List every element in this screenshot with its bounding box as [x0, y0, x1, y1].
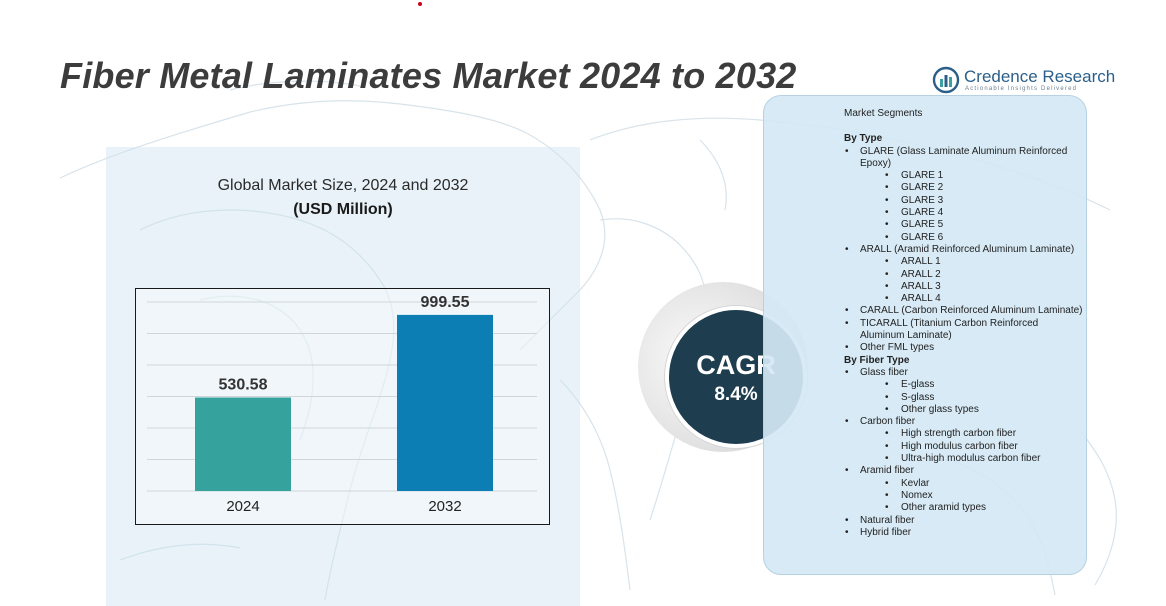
segment-group-title: By Fiber Type — [844, 354, 910, 366]
segment-item: TICARALL (Titanium Carbon Reinforced Alu… — [844, 318, 1084, 343]
segment-subitem: Other aramid types — [844, 502, 1084, 515]
segment-subitem: S-glass — [844, 392, 1084, 405]
logo: Credence Research Actionable Insights De… — [932, 66, 1117, 98]
segment-item: Aramid fiber — [844, 465, 1084, 478]
logo-tagline: Actionable Insights Delivered — [965, 86, 1078, 92]
bar-2032 — [397, 314, 493, 491]
segment-item: Natural fiber — [844, 515, 1084, 528]
bar-2024 — [195, 397, 291, 491]
category-label-2024: 2024 — [226, 498, 259, 515]
segment-subitem: GLARE 1 — [844, 170, 1084, 183]
credence-logo-icon — [932, 66, 960, 94]
bar-chart: 530.58 2024 999.55 2032 — [135, 288, 550, 525]
segment-subitem: GLARE 2 — [844, 182, 1084, 195]
segment-subitem: Kevlar — [844, 478, 1084, 491]
chart-panel — [106, 147, 580, 606]
segment-subitem: Ultra-high modulus carbon fiber — [844, 453, 1084, 466]
category-label-2032: 2032 — [428, 498, 461, 515]
segment-subitem: ARALL 4 — [844, 293, 1084, 306]
cagr-value: 8.4% — [714, 384, 758, 405]
segment-subitem: High modulus carbon fiber — [844, 441, 1084, 454]
segment-subitem: Other glass types — [844, 404, 1084, 417]
segment-group-title: By Type — [844, 133, 883, 145]
segment-item: Glass fiber — [844, 367, 1084, 380]
segment-subitem: GLARE 5 — [844, 219, 1084, 232]
segments-heading: Market Segments — [844, 108, 923, 119]
segment-item: CARALL (Carbon Reinforced Aluminum Lamin… — [844, 305, 1084, 318]
chart-title: Global Market Size, 2024 and 2032 — [217, 177, 469, 194]
page-title: Fiber Metal Laminates Market 2024 to 203… — [60, 55, 797, 96]
chart-subtitle: (USD Million) — [293, 201, 393, 218]
value-label-2024: 530.58 — [219, 377, 268, 394]
segment-subitem: ARALL 1 — [844, 256, 1084, 269]
segment-subitem: GLARE 3 — [844, 195, 1084, 208]
segment-subitem: GLARE 6 — [844, 232, 1084, 245]
logo-name: Credence Research — [964, 67, 1116, 86]
segment-item: GLARE (Glass Laminate Aluminum Reinforce… — [844, 146, 1084, 171]
segment-subitem: GLARE 4 — [844, 207, 1084, 220]
segment-subitem: High strength carbon fiber — [844, 428, 1084, 441]
segment-item: Carbon fiber — [844, 416, 1084, 429]
market-segments-list: Market Segments By TypeGLARE (Glass Lami… — [844, 108, 1084, 539]
segment-subitem: E-glass — [844, 379, 1084, 392]
segment-subitem: ARALL 3 — [844, 281, 1084, 294]
segment-item: Other FML types — [844, 342, 1084, 355]
segment-subitem: Nomex — [844, 490, 1084, 503]
segment-item: Hybrid fiber — [844, 527, 1084, 540]
segment-item: ARALL (Aramid Reinforced Aluminum Lamina… — [844, 244, 1084, 257]
segment-subitem: ARALL 2 — [844, 269, 1084, 282]
red-dot — [418, 2, 422, 6]
cagr-label: CAGR — [696, 350, 776, 380]
value-label-2032: 999.55 — [421, 294, 470, 311]
